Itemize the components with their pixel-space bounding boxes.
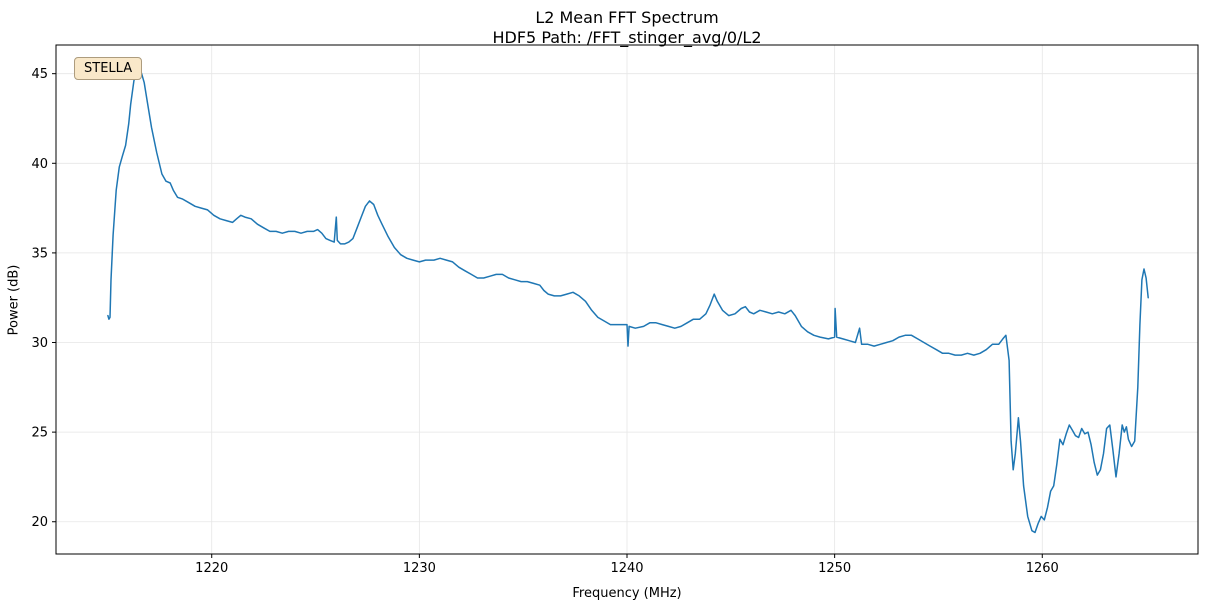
spectrum-line <box>107 69 1149 534</box>
x-tick-label: 1260 <box>1026 561 1059 576</box>
x-axis-label: Frequency (MHz) <box>572 586 682 601</box>
x-tick-label: 1240 <box>610 561 643 576</box>
x-tick-label: 1230 <box>403 561 436 576</box>
chart-title: L2 Mean FFT Spectrum <box>535 8 719 27</box>
y-tick-label: 20 <box>31 515 48 530</box>
chart-subtitle: HDF5 Path: /FFT_stinger_avg/0/L2 <box>492 28 762 47</box>
y-axis-label: Power (dB) <box>6 264 22 336</box>
chart-title-block: L2 Mean FFT Spectrum HDF5 Path: /FFT_sti… <box>56 8 1198 48</box>
y-tick-label: 30 <box>31 336 48 351</box>
x-tick-label: 1220 <box>195 561 228 576</box>
y-tick-label: 40 <box>31 157 48 172</box>
y-tick-label: 45 <box>31 67 48 82</box>
y-tick-label: 35 <box>31 246 48 261</box>
legend-box: STELLA <box>74 57 143 80</box>
legend-label: STELLA <box>84 61 133 76</box>
y-tick-label: 25 <box>31 426 48 441</box>
x-tick-label: 1250 <box>818 561 851 576</box>
